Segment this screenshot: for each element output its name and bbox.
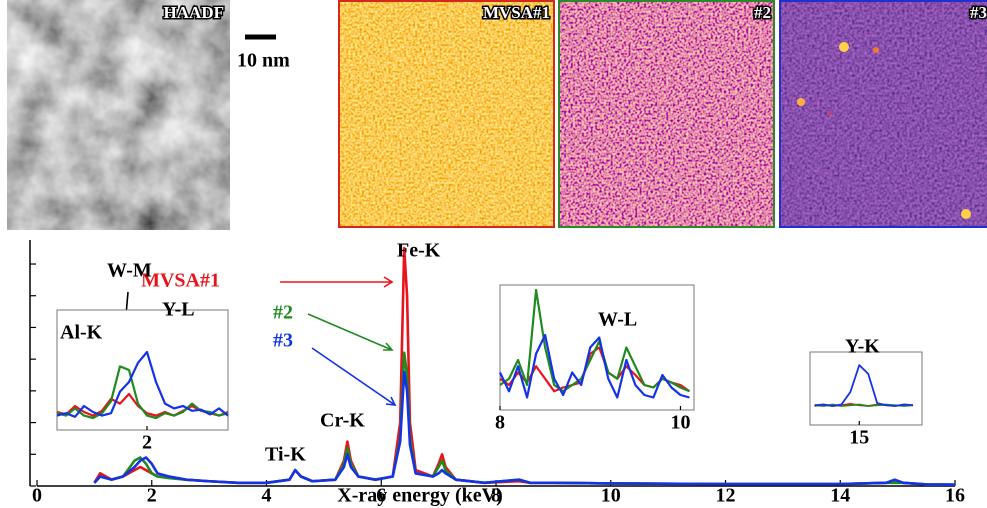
series-line bbox=[56, 350, 229, 418]
x-tick-label: 12 bbox=[716, 485, 736, 507]
map-border bbox=[338, 0, 555, 228]
x-tick-label: 10 bbox=[670, 412, 690, 434]
peak-label: W-L bbox=[598, 309, 637, 331]
series-line bbox=[499, 288, 690, 393]
x-tick-label: 8 bbox=[495, 412, 505, 434]
scale-bar-label: 10 nm bbox=[237, 50, 290, 72]
x-tick-label: 10 bbox=[601, 485, 621, 507]
peak-label: Y-L bbox=[162, 299, 195, 321]
x-tick-label: 6 bbox=[376, 485, 386, 507]
x-tick-label: 14 bbox=[830, 485, 850, 507]
peak-label: Ti-K bbox=[265, 444, 306, 466]
map-image bbox=[338, 0, 555, 228]
peak-label: W-M bbox=[107, 260, 152, 282]
haadf-image bbox=[7, 0, 230, 230]
map-image bbox=[780, 1, 987, 227]
x-tick-label: 2 bbox=[142, 432, 152, 454]
series-line bbox=[814, 364, 914, 407]
x-tick-label: 4 bbox=[262, 485, 272, 507]
map-border bbox=[779, 0, 987, 228]
peak-label: Cr-K bbox=[320, 410, 365, 432]
series-line bbox=[499, 333, 690, 399]
panel-label: HAADF bbox=[164, 3, 224, 22]
x-tick-label: 16 bbox=[945, 485, 965, 507]
series-label: #2 bbox=[273, 302, 293, 324]
panel-label: MVSA#1 bbox=[483, 3, 550, 22]
peak-label: Fe-K bbox=[397, 240, 441, 262]
bright-spots bbox=[797, 42, 971, 219]
peak-label: Y-K bbox=[845, 336, 880, 358]
panel-label: #3 bbox=[970, 3, 987, 22]
series-label: MVSA#1 bbox=[141, 270, 220, 292]
series-label: #3 bbox=[273, 330, 293, 352]
image-panels: HAADF 10 nm MVSA#1 #2 #3 bbox=[7, 0, 987, 230]
series-line bbox=[93, 370, 956, 487]
x-tick-label: 0 bbox=[32, 485, 42, 507]
peak-label: Al-K bbox=[60, 322, 103, 344]
map-border bbox=[558, 0, 775, 228]
x-tick-label: 8 bbox=[491, 485, 501, 507]
x-axis-label: X-ray energy (keV) bbox=[337, 485, 503, 507]
x-tick-label: 2 bbox=[147, 485, 157, 507]
panel-label: #2 bbox=[754, 3, 771, 22]
map-image bbox=[559, 1, 774, 227]
inset-frame bbox=[809, 351, 923, 426]
x-tick-label: 15 bbox=[849, 427, 869, 449]
